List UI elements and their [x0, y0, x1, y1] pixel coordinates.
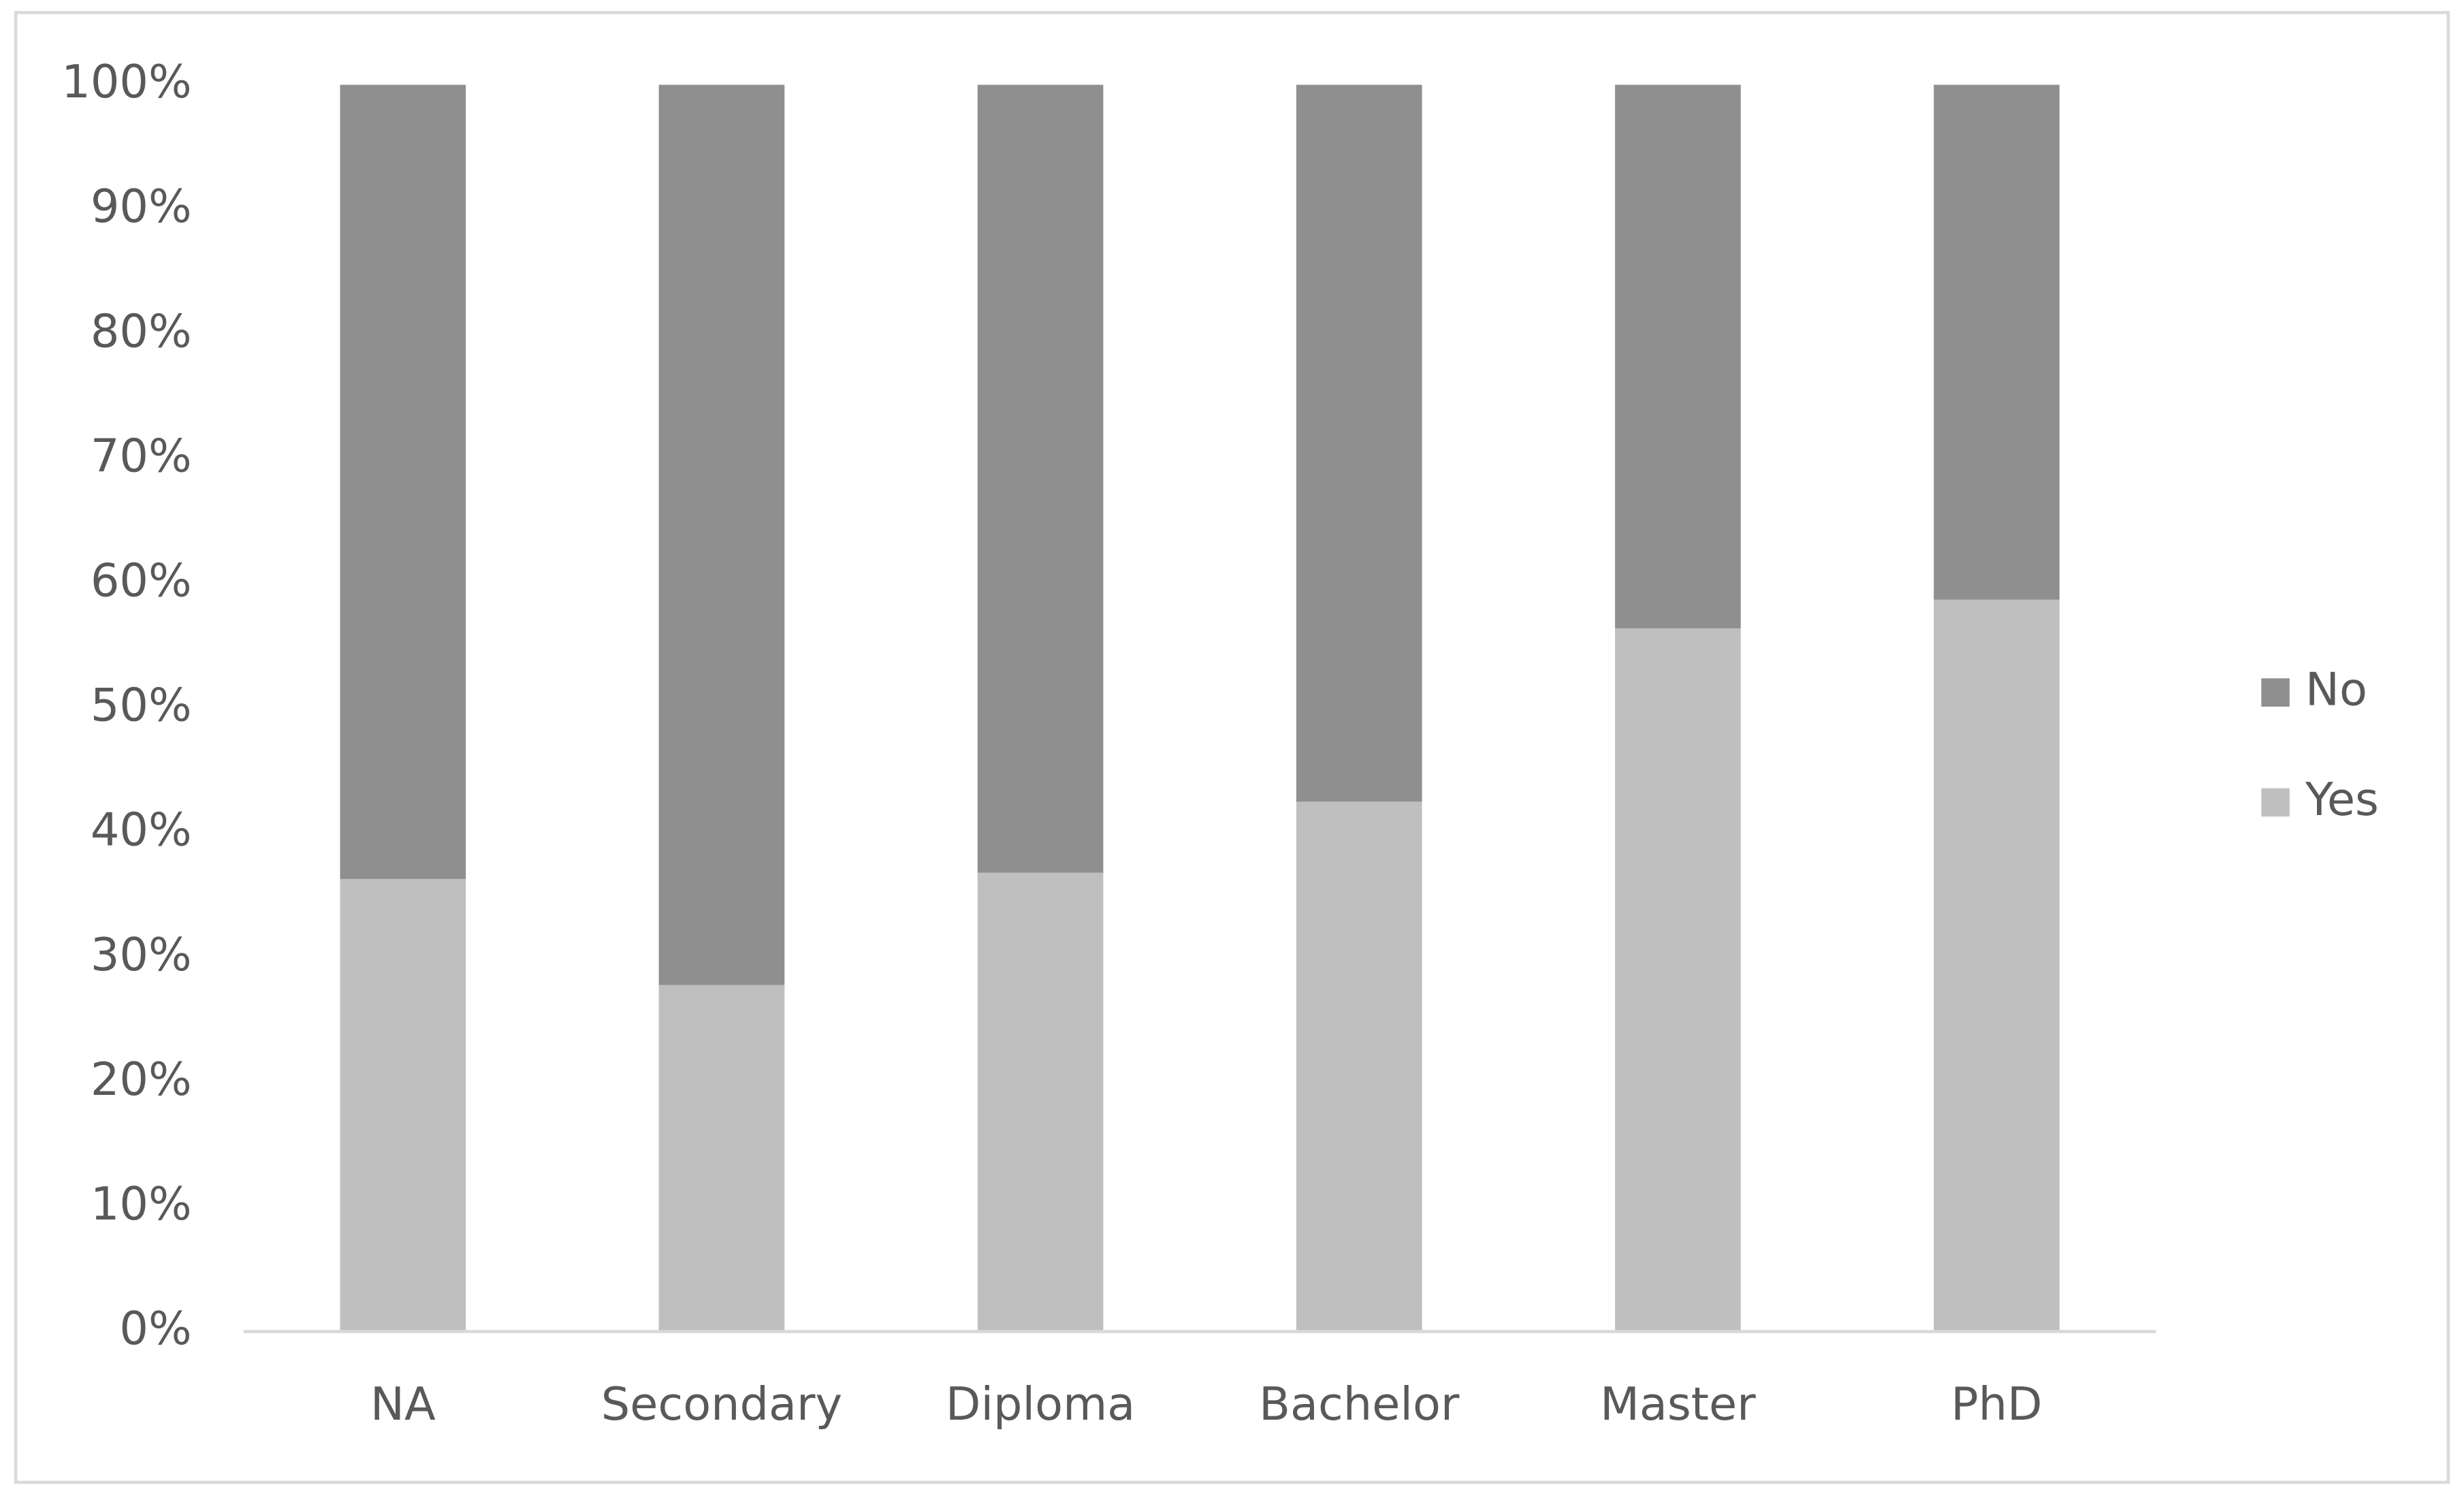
x-tick-label: PhD [1951, 1377, 2042, 1431]
y-tick-label: 0% [119, 1302, 191, 1355]
bar-segment [340, 878, 466, 1332]
bar-segment [977, 872, 1104, 1332]
y-tick-label: 20% [91, 1053, 192, 1106]
bar-segment [1934, 84, 2060, 600]
bar-segment [658, 985, 785, 1332]
x-tick-label: Bachelor [1259, 1377, 1460, 1431]
y-tick-label: 90% [91, 180, 192, 233]
y-tick-label: 70% [91, 429, 192, 482]
bar-segment [1615, 628, 1741, 1332]
bar-segment [1934, 599, 2060, 1332]
legend-label: Yes [2305, 773, 2379, 826]
legend-label: No [2305, 663, 2367, 716]
y-tick-label: 100% [61, 55, 191, 108]
bar-segment [340, 84, 466, 879]
bar-segment [1296, 801, 1422, 1332]
bar-segment [977, 84, 1104, 873]
x-tick-label: Secondary [601, 1377, 842, 1431]
y-tick-label: 50% [91, 679, 192, 732]
x-tick-label: Diploma [946, 1377, 1135, 1431]
y-tick-label: 30% [91, 928, 192, 981]
x-tick-label: Master [1600, 1377, 1756, 1431]
bar-segment [1296, 84, 1422, 802]
legend-swatch [2261, 678, 2290, 707]
bar-segment [1615, 84, 1741, 628]
y-tick-label: 80% [91, 304, 192, 357]
x-tick-label: NA [370, 1377, 436, 1431]
legend-swatch [2261, 788, 2290, 817]
y-tick-label: 10% [91, 1177, 192, 1230]
y-tick-label: 40% [91, 803, 192, 857]
y-tick-label: 60% [91, 554, 192, 607]
bar-segment [658, 84, 785, 985]
